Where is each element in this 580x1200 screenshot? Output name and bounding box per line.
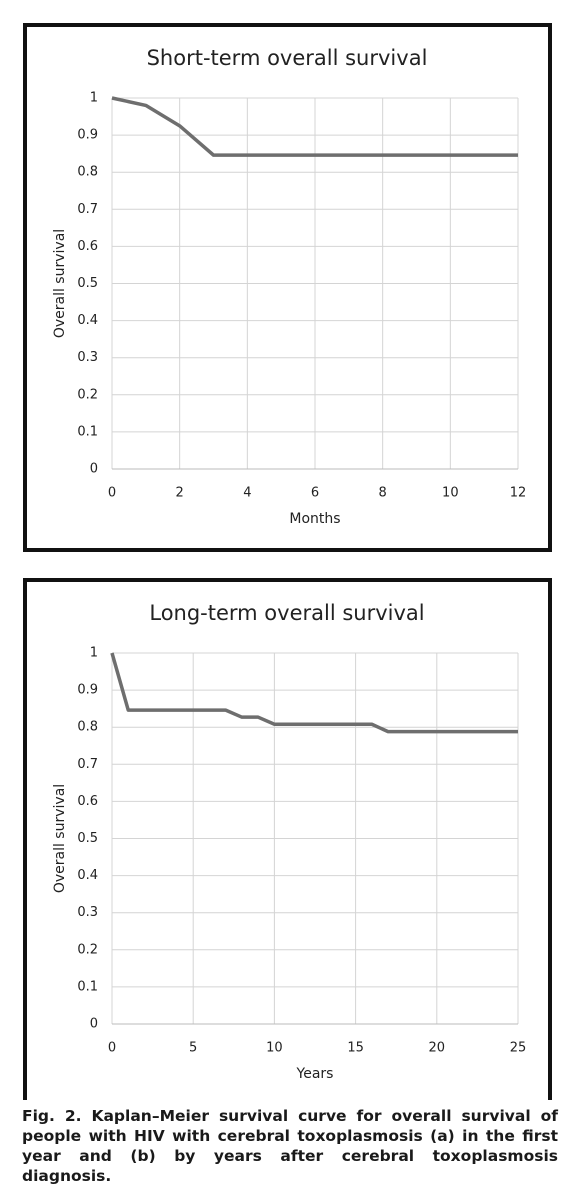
y-tick-label: 0.1: [77, 979, 98, 994]
y-tick-label: 0.7: [77, 202, 98, 217]
y-tick-label: 0.4: [77, 868, 98, 883]
y-tick-label: 1: [90, 646, 98, 661]
y-tick-label: 0.8: [77, 165, 98, 180]
x-tick-label: 10: [266, 1041, 283, 1056]
x-tick-label: 25: [510, 1041, 527, 1056]
y-tick-label: 0.2: [77, 942, 98, 957]
x-tick-label: 8: [379, 486, 387, 501]
y-tick-label: 0.2: [77, 387, 98, 402]
caption: Fig. 2. Kaplan–Meier survival curve for …: [22, 1107, 558, 1185]
y-tick-label: 0.5: [77, 276, 98, 291]
x-tick-label: 20: [429, 1041, 446, 1056]
y-tick-label: 0: [90, 1017, 98, 1032]
x-tick-label: 12: [510, 486, 527, 501]
chart-title: Short-term overall survival: [147, 46, 428, 70]
y-tick-label: 0.6: [77, 794, 98, 809]
y-tick-label: 0.1: [77, 424, 98, 439]
x-tick-label: 2: [176, 486, 184, 501]
x-tick-label: 0: [108, 1041, 116, 1056]
x-axis-label: Months: [289, 511, 340, 527]
figure: Short-term overall survival 0 0.1 0.2 0.3 0.4…: [23, 23, 552, 1100]
y-tick-label: 0.4: [77, 313, 98, 328]
y-axis-label: Overall survival: [52, 784, 68, 893]
x-tick-label: 5: [189, 1041, 197, 1056]
y-tick-label: 0.3: [77, 350, 98, 365]
y-tick-label: 0: [90, 462, 98, 477]
chart-frame: [23, 23, 552, 552]
survival-line: [110, 652, 518, 734]
x-tick-label: 4: [243, 486, 251, 501]
y-tick-label: 0.3: [77, 905, 98, 920]
y-tick-label: 1: [90, 91, 98, 106]
chart-frame: [23, 578, 552, 1100]
y-tick-label: 0.9: [77, 128, 98, 143]
y-tick-label: 0.6: [77, 239, 98, 254]
y-tick-label: 0.7: [77, 757, 98, 772]
y-tick-label: 0.8: [77, 720, 98, 735]
y-axis-label: Overall survival: [52, 229, 68, 338]
survival-line: [111, 96, 518, 157]
y-tick-label: 0.5: [77, 831, 98, 846]
x-tick-label: 15: [347, 1041, 364, 1056]
x-tick-label: 10: [442, 486, 459, 501]
x-axis-label: Years: [296, 1066, 334, 1082]
x-tick-label: 0: [108, 486, 116, 501]
x-tick-label: 6: [311, 486, 319, 501]
y-tick-label: 0.9: [77, 683, 98, 698]
chart-title: Long-term overall survival: [149, 601, 424, 625]
